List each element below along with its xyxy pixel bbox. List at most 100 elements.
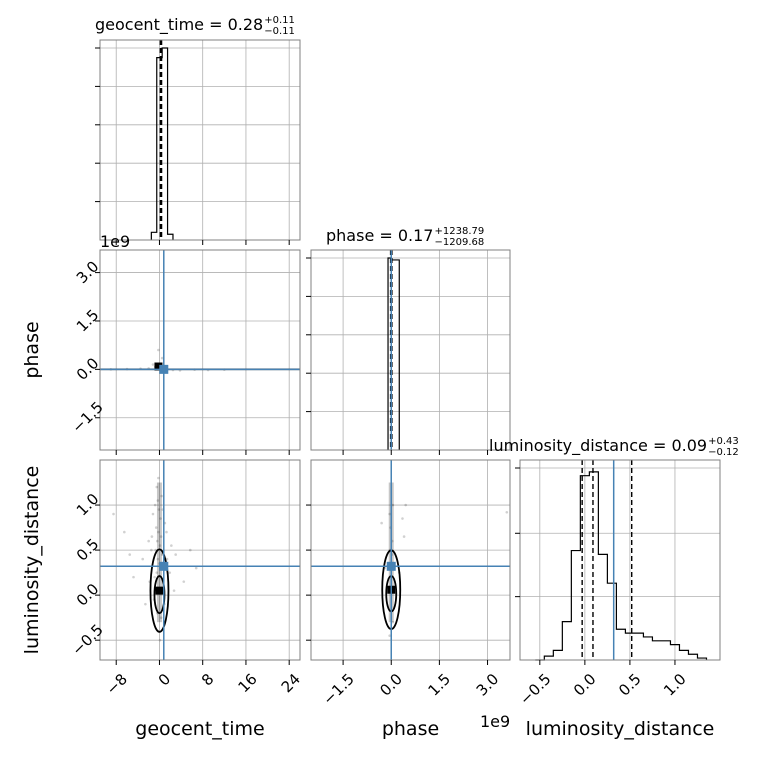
- sample-point: [172, 589, 176, 592]
- histogram-bar: [679, 650, 688, 660]
- x-tick-label: 8: [198, 670, 217, 689]
- title-upper-error: +0.11: [264, 15, 295, 26]
- sample-point: [391, 503, 395, 507]
- x-tick-label: 3.0: [473, 670, 503, 700]
- title-upper-error: +1238.79: [434, 226, 484, 237]
- truth-marker: [159, 561, 169, 571]
- x-tick-label: 0.0: [570, 670, 600, 700]
- sample-point: [159, 517, 162, 520]
- sample-point: [156, 499, 160, 502]
- sample-point: [160, 356, 164, 360]
- histogram-bar: [634, 633, 643, 660]
- contour-outer: [149, 548, 170, 633]
- panel-frame: [99, 39, 301, 241]
- histogram-bar: [607, 583, 616, 660]
- sample-point: [158, 638, 162, 642]
- x-axis-label-geocent_time: geocent_time: [135, 718, 264, 740]
- y-tick-label: 0.5: [73, 535, 103, 565]
- histogram-bar: [571, 551, 580, 660]
- panel-frame: [310, 459, 511, 661]
- sample-point: [151, 512, 155, 516]
- sample-point: [158, 544, 162, 547]
- y-tick-label: 3.0: [73, 257, 103, 287]
- histogram-bar: [670, 645, 679, 660]
- x-tick-label: 1.5: [425, 670, 455, 700]
- sample-point: [182, 580, 186, 583]
- truth-marker: [386, 561, 396, 571]
- histogram-bar: [661, 641, 670, 660]
- sample-point: [165, 557, 169, 561]
- histogram-bar: [544, 656, 553, 660]
- title-lower-error: −0.12: [708, 447, 739, 458]
- x-axis-label-phase: phase: [382, 718, 439, 740]
- marks-layer: [100, 40, 708, 661]
- frames-layer: [95, 39, 721, 665]
- x-tick-label: 0: [155, 670, 174, 689]
- histogram-bar: [643, 637, 652, 660]
- sample-point: [155, 485, 159, 489]
- sample-point: [391, 620, 395, 624]
- x-tick-label: 0.5: [615, 670, 645, 700]
- sample-point: [150, 535, 154, 538]
- sample-point: [141, 557, 145, 561]
- histogram-bar: [652, 641, 661, 660]
- histogram-bar: [589, 472, 598, 660]
- title-geocent_time: geocent_time = 0.28: [95, 15, 263, 35]
- sample-point: [388, 512, 391, 516]
- sample-point: [170, 544, 173, 547]
- density-peak: [154, 362, 163, 371]
- sample-point: [128, 553, 132, 556]
- sample-point: [168, 571, 172, 574]
- sample-point: [156, 557, 160, 561]
- sample-point: [155, 539, 159, 543]
- x-tick-label: 0.0: [376, 670, 406, 700]
- y-offset-label: 1e9: [100, 232, 130, 251]
- sample-point: [380, 521, 383, 525]
- truth-marker: [159, 364, 169, 374]
- histogram-bar: [598, 554, 607, 660]
- sample-point: [112, 512, 115, 516]
- y-tick-label: 1.0: [73, 490, 103, 520]
- title-lower-error: −0.11: [264, 26, 295, 37]
- title-phase: phase = 0.17: [326, 226, 433, 245]
- x-tick-label: 16: [234, 670, 260, 696]
- y-tick-label: 0.0: [73, 354, 103, 384]
- y-axis-label-luminosity_distance: luminosity_distance: [21, 466, 43, 655]
- sample-point: [174, 553, 177, 556]
- sample-point: [153, 575, 156, 579]
- sample-point: [150, 548, 153, 552]
- x-tick-label: −1.5: [319, 670, 357, 708]
- x-tick-label: −8: [103, 670, 131, 698]
- sample-point: [402, 535, 406, 538]
- histogram-bar: [562, 622, 571, 660]
- sample-point: [401, 517, 404, 520]
- x-axis-label-luminosity_distance: luminosity_distance: [526, 718, 715, 740]
- sample-point: [165, 530, 168, 534]
- sample-point: [388, 634, 391, 637]
- sample-point: [194, 566, 198, 570]
- title-luminosity_distance: luminosity_distance = 0.09: [489, 436, 707, 456]
- sample-point: [151, 363, 155, 366]
- sample-point: [157, 476, 160, 480]
- sample-point: [144, 602, 147, 606]
- x-tick-label: 24: [278, 670, 304, 696]
- histogram-bar: [151, 232, 156, 240]
- sample-point: [159, 616, 163, 619]
- sample-point: [132, 575, 135, 579]
- sample-point: [159, 535, 163, 538]
- sample-density-band: [156, 482, 162, 623]
- sample-point: [157, 508, 161, 511]
- title-upper-error: +0.43: [708, 436, 739, 447]
- sample-point: [505, 510, 509, 514]
- histogram-bar: [625, 633, 634, 660]
- sample-point: [404, 503, 407, 507]
- x-tick-label: 1.0: [660, 670, 690, 700]
- x-tick-label: −0.5: [516, 670, 554, 708]
- sample-point: [155, 571, 159, 574]
- panel-frame: [519, 459, 721, 661]
- histogram-bar: [168, 234, 173, 240]
- histogram-bar: [616, 629, 625, 660]
- panel-frame: [99, 459, 301, 661]
- y-axis-label-phase: phase: [21, 321, 43, 378]
